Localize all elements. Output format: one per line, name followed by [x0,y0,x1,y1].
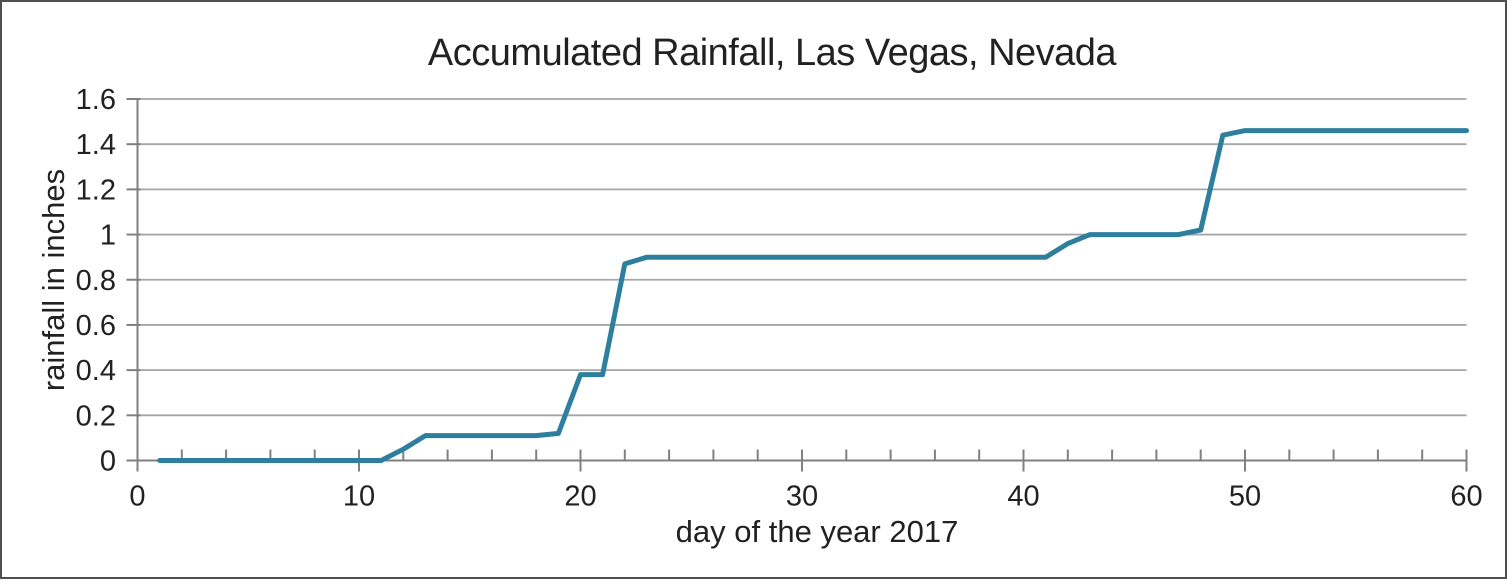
y-tick-label: 1.4 [76,129,116,161]
y-tick-label: 0.8 [76,265,116,297]
x-tick-label: 30 [786,481,818,513]
x-tick-label: 20 [564,481,596,513]
x-tick-label: 0 [129,481,145,513]
y-axis-title: rainfall in inches [36,168,71,392]
x-tick-label: 50 [1229,481,1261,513]
y-tick-label: 0.2 [76,400,116,432]
y-tick-label: 0 [100,446,116,478]
x-axis-title: day of the year 2017 [675,514,959,549]
y-tick-label: 1.2 [76,174,116,206]
x-tick-label: 60 [1450,481,1482,513]
y-tick-label: 1 [100,220,116,252]
y-tick-label: 0.4 [76,355,116,387]
y-tick-label: 0.6 [76,310,116,342]
chart-title: Accumulated Rainfall, Las Vegas, Nevada [427,32,1117,74]
x-tick-label: 40 [1007,481,1039,513]
y-tick-label: 1.6 [76,84,116,116]
rainfall-series-line [157,128,1469,463]
x-tick-label: 10 [343,481,375,513]
